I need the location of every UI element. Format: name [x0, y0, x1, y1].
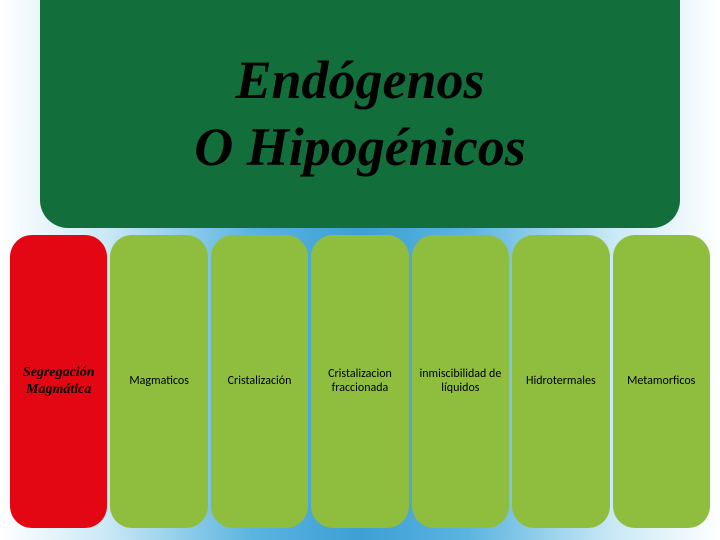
category-column-6: Metamorficos	[613, 235, 710, 528]
category-label: Cristalización	[228, 375, 292, 389]
category-column-4: inmiscibilidad de líquidos	[412, 235, 509, 528]
category-label: Segregación Magmática	[14, 365, 103, 397]
category-label: Magmaticos	[129, 375, 189, 389]
category-column-3: Cristalizacion fraccionada	[311, 235, 408, 528]
category-label: Hidrotermales	[526, 375, 596, 389]
title-panel: Endógenos O Hipogénicos	[40, 0, 680, 228]
category-column-1: Magmaticos	[110, 235, 207, 528]
category-column-5: Hidrotermales	[512, 235, 609, 528]
category-column-0: Segregación Magmática	[10, 235, 107, 528]
category-label: Cristalizacion fraccionada	[315, 368, 404, 396]
category-column-2: Cristalización	[211, 235, 308, 528]
category-label: inmiscibilidad de líquidos	[416, 368, 505, 396]
title-line-2: O Hipogénicos	[194, 118, 526, 177]
category-columns: Segregación Magmática Magmaticos Cristaliz…	[10, 235, 710, 528]
category-label: Metamorficos	[627, 375, 695, 389]
title-line-1: Endógenos	[235, 51, 484, 110]
